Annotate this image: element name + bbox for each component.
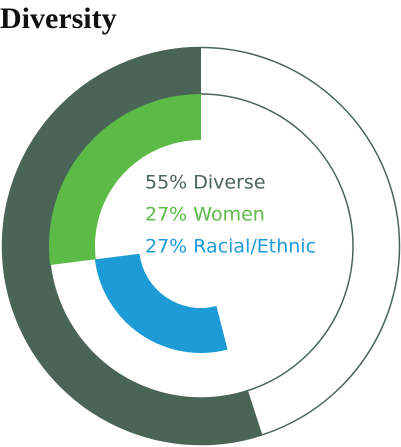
donut-segment [48,94,202,266]
value-label: 27% Women [145,204,265,226]
donut-segment [94,253,228,353]
donut-segment [2,47,263,446]
value-label: 55% Diverse [145,172,266,194]
value-label: 27% Racial/Ethnic [145,236,316,258]
chart-title: Diversity [0,2,117,35]
